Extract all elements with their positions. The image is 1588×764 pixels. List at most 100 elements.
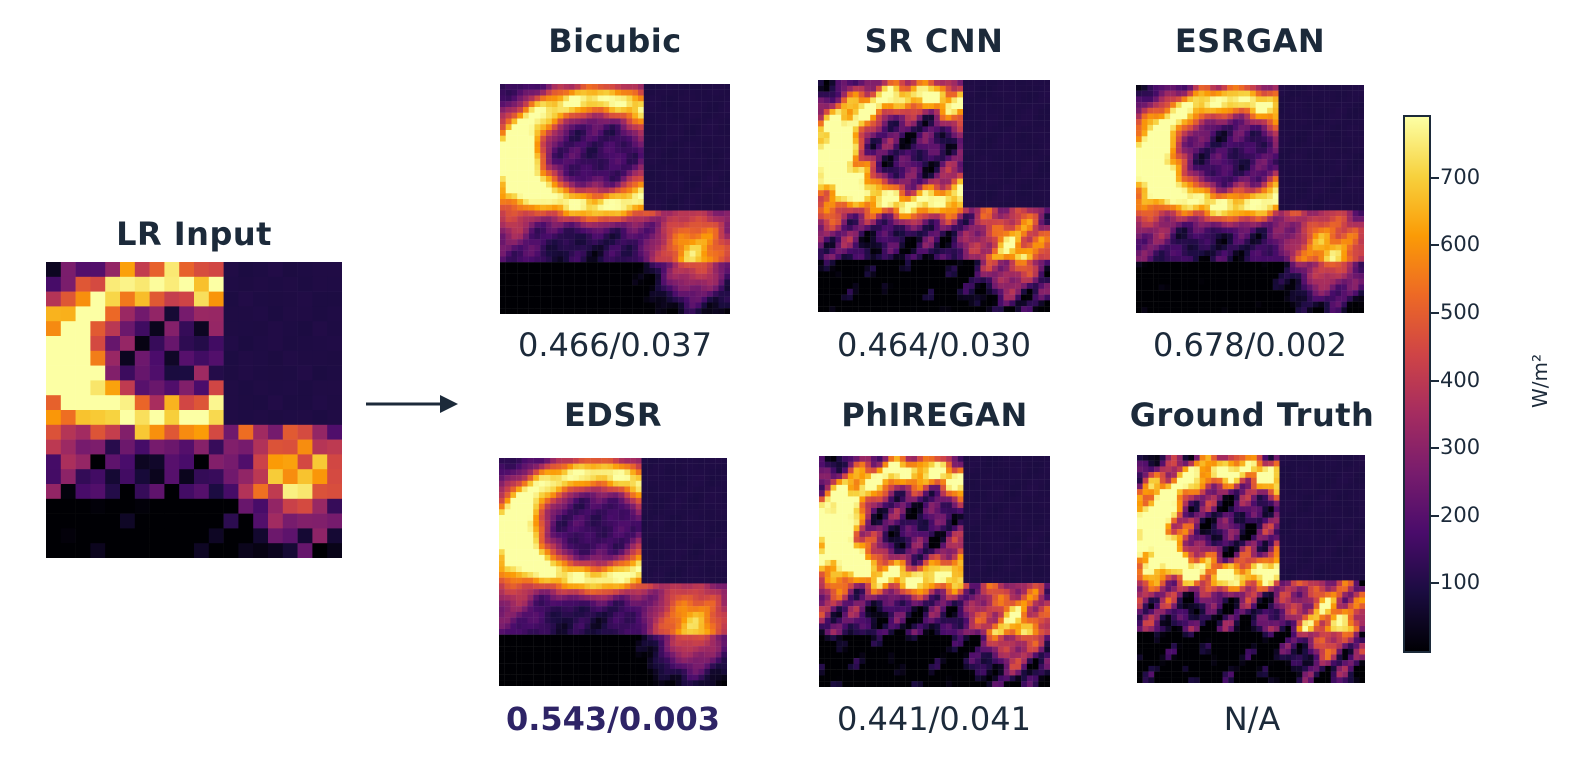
heatmap-pixel bbox=[887, 109, 894, 115]
lr-pixel bbox=[208, 424, 224, 440]
heatmap-pixel bbox=[823, 283, 830, 289]
heatmap-pixel bbox=[684, 239, 690, 246]
heatmap-pixel bbox=[551, 181, 558, 188]
lr-pixel bbox=[194, 336, 210, 352]
heatmap-pixel bbox=[951, 184, 958, 191]
heatmap-pixel bbox=[707, 130, 713, 136]
heatmap-pixel bbox=[655, 176, 662, 182]
heatmap-pixel bbox=[1164, 96, 1171, 103]
heatmap-pixel bbox=[1232, 107, 1239, 114]
lr-pixel bbox=[223, 380, 239, 396]
heatmap-pixel bbox=[1295, 124, 1302, 131]
heatmap-pixel bbox=[597, 227, 604, 234]
heatmap-pixel bbox=[1032, 109, 1039, 115]
heatmap-pixel bbox=[1009, 167, 1016, 173]
heatmap-pixel bbox=[968, 225, 975, 231]
heatmap-pixel bbox=[592, 210, 598, 217]
heatmap-pixel bbox=[534, 204, 541, 211]
heatmap-pixel bbox=[1158, 216, 1165, 222]
lr-pixel bbox=[223, 513, 239, 529]
heatmap-pixel bbox=[1284, 250, 1291, 257]
heatmap-pixel bbox=[661, 291, 667, 297]
lr-pixel bbox=[268, 543, 284, 558]
heatmap-pixel bbox=[1232, 164, 1239, 171]
heatmap-pixel bbox=[841, 161, 848, 168]
heatmap-pixel bbox=[620, 124, 627, 131]
heatmap-pixel bbox=[1358, 227, 1364, 234]
heatmap-pixel bbox=[505, 95, 512, 102]
heatmap-pixel bbox=[1164, 278, 1171, 285]
heatmap-pixel bbox=[968, 277, 975, 284]
heatmap-pixel bbox=[551, 158, 558, 165]
heatmap-pixel bbox=[580, 193, 587, 200]
heatmap-pixel bbox=[528, 112, 535, 119]
heatmap-pixel bbox=[823, 225, 830, 231]
heatmap-pixel bbox=[1153, 153, 1159, 160]
heatmap-pixel bbox=[1318, 176, 1325, 183]
heatmap-pixel bbox=[1204, 176, 1211, 183]
heatmap-pixel bbox=[939, 114, 946, 121]
heatmap-pixel bbox=[718, 164, 725, 171]
heatmap-pixel bbox=[852, 149, 859, 156]
heatmap-pixel bbox=[881, 248, 888, 255]
heatmap-pixel bbox=[1193, 170, 1199, 177]
heatmap-pixel bbox=[939, 138, 946, 144]
esrgan-image bbox=[1136, 85, 1364, 313]
heatmap-pixel bbox=[666, 302, 673, 309]
heatmap-pixel bbox=[852, 80, 859, 86]
heatmap-pixel bbox=[1215, 159, 1222, 165]
heatmap-pixel bbox=[928, 277, 935, 284]
heatmap-pixel bbox=[718, 153, 725, 159]
heatmap-pixel bbox=[876, 132, 882, 139]
heatmap-pixel bbox=[666, 291, 673, 297]
heatmap-pixel bbox=[701, 302, 708, 309]
heatmap-pixel bbox=[1187, 153, 1194, 160]
heatmap-pixel bbox=[1329, 176, 1336, 183]
heatmap-pixel bbox=[1164, 147, 1171, 154]
heatmap-pixel bbox=[1038, 85, 1045, 92]
heatmap-pixel bbox=[910, 201, 917, 208]
heatmap-pixel bbox=[934, 172, 940, 179]
heatmap-pixel bbox=[1312, 147, 1319, 154]
heatmap-pixel bbox=[661, 222, 667, 228]
heatmap-pixel bbox=[823, 155, 830, 162]
heatmap-pixel bbox=[858, 201, 865, 208]
heatmap-pixel bbox=[1324, 238, 1330, 245]
heatmap-pixel bbox=[1181, 181, 1188, 188]
heatmap-pixel bbox=[523, 112, 529, 119]
heatmap-pixel bbox=[1187, 256, 1194, 262]
heatmap-pixel bbox=[997, 190, 1004, 197]
heatmap-pixel bbox=[1318, 147, 1325, 154]
lr-pixel bbox=[297, 498, 313, 514]
heatmap-pixel bbox=[1255, 221, 1262, 228]
heatmap-pixel bbox=[511, 296, 518, 303]
heatmap-pixel bbox=[678, 245, 685, 251]
heatmap-pixel bbox=[528, 273, 535, 280]
heatmap-pixel bbox=[1198, 244, 1205, 251]
heatmap-pixel bbox=[1193, 113, 1199, 120]
heatmap-pixel bbox=[1181, 113, 1188, 120]
heatmap-pixel bbox=[870, 230, 877, 237]
heatmap-pixel bbox=[638, 101, 644, 108]
heatmap-pixel bbox=[718, 101, 725, 108]
heatmap-pixel bbox=[1009, 143, 1016, 150]
heatmap-pixel bbox=[1289, 136, 1296, 143]
heatmap-pixel bbox=[707, 256, 713, 263]
heatmap-pixel bbox=[1250, 244, 1256, 251]
heatmap-pixel bbox=[1153, 164, 1159, 171]
heatmap-pixel bbox=[1193, 273, 1199, 279]
heatmap-pixel bbox=[870, 167, 877, 173]
heatmap-pixel bbox=[986, 184, 993, 191]
heatmap-pixel bbox=[592, 170, 598, 177]
heatmap-pixel bbox=[649, 308, 656, 314]
heatmap-pixel bbox=[847, 126, 853, 133]
heatmap-pixel bbox=[1255, 136, 1262, 143]
heatmap-pixel bbox=[1044, 196, 1050, 202]
heatmap-pixel bbox=[1261, 227, 1268, 234]
lr-pixel bbox=[179, 469, 195, 485]
heatmap-pixel bbox=[1158, 107, 1165, 114]
heatmap-pixel bbox=[1136, 261, 1142, 268]
heatmap-pixel bbox=[864, 300, 871, 307]
heatmap-pixel bbox=[1244, 142, 1251, 148]
heatmap-pixel bbox=[1238, 273, 1245, 279]
